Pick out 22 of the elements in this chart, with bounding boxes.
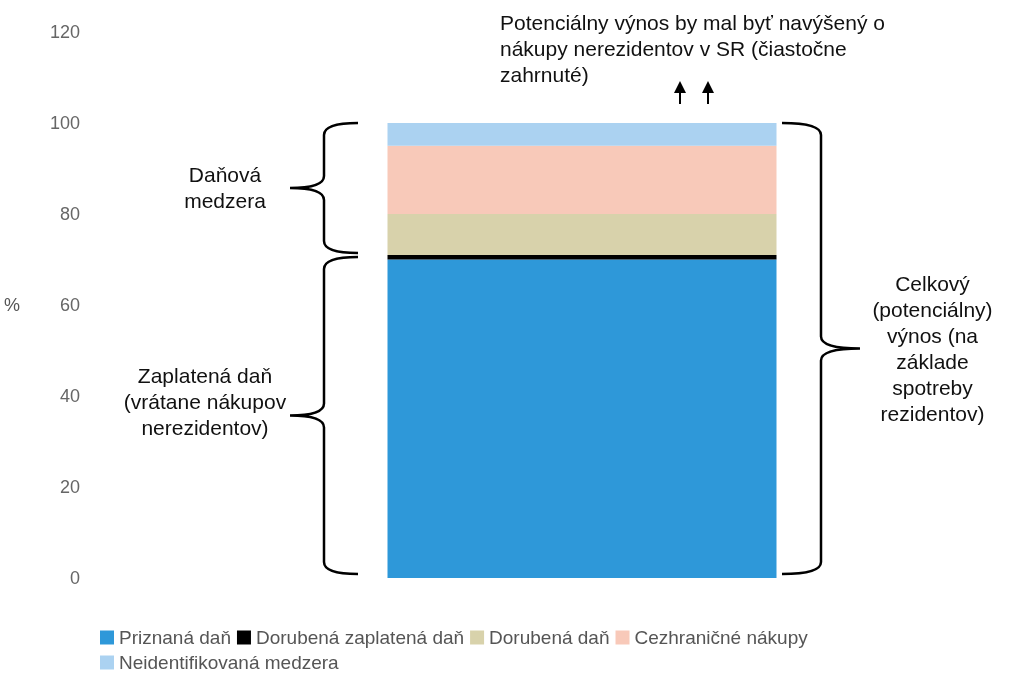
bar [387, 145, 777, 214]
y-tick-label: 60 [59, 295, 80, 315]
y-tick-label: 120 [49, 22, 80, 42]
y-tick-label: 100 [49, 113, 80, 133]
text: Zaplatená daň (vrátane nákupov nerezidentov) [122, 363, 288, 442]
legend-label: Dorubená daň [489, 627, 610, 648]
y-tick-label: 0 [69, 568, 80, 588]
y-tick-label: 80 [59, 204, 80, 224]
legend-label: Cezhraničné nákupy [634, 627, 809, 648]
bar [387, 123, 777, 146]
y-axis-title: % [3, 295, 20, 315]
legend-label: Neidentifikovaná medzera [119, 652, 340, 673]
annotation: Potenciálny výnos by mal byť navýšený o nákupy nerezidentov v SR (čiastočne zahrnuté) [500, 10, 886, 88]
bar [387, 254, 777, 260]
legend-label: Priznaná daň [119, 627, 231, 648]
text: Celkový (potenciálny) výnos (na základe spotreby rezidentov) [871, 270, 994, 427]
legend-label: Dorubená zaplatená daň [255, 627, 465, 648]
bar [387, 214, 777, 255]
bar [387, 259, 777, 578]
y-tick-label: 40 [59, 386, 80, 406]
text: Daňová medzera [183, 161, 267, 214]
y-tick-label: 20 [59, 477, 80, 497]
